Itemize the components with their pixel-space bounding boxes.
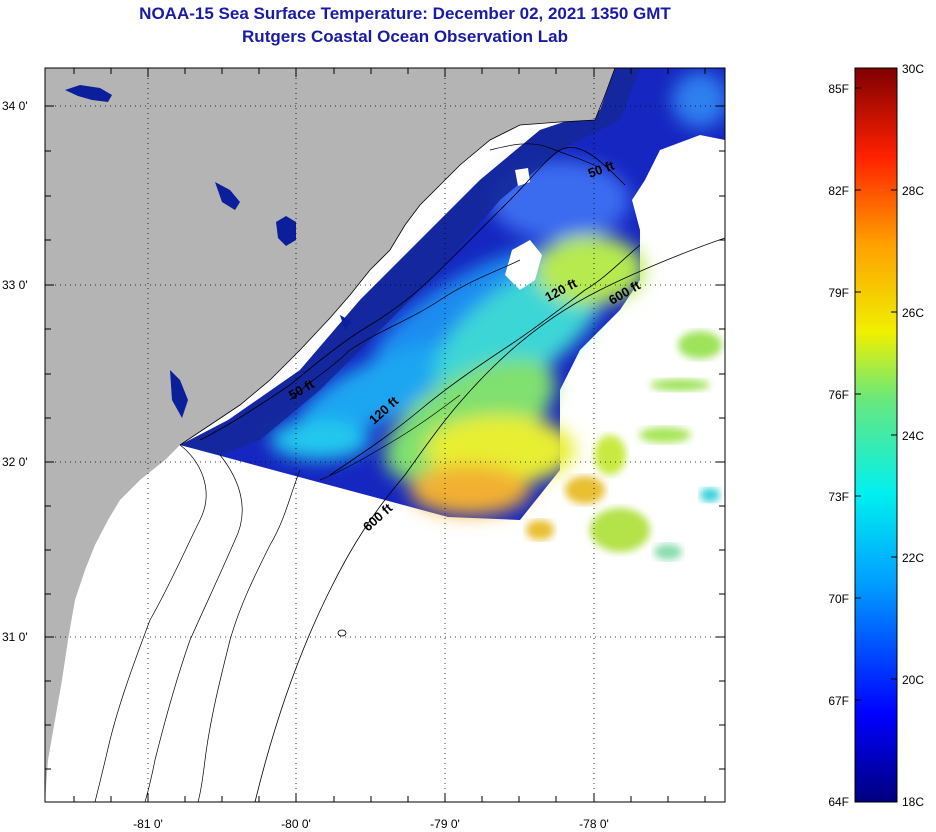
- cb-label-70f: 70F: [828, 592, 849, 606]
- coastline-outlines: [94, 143, 601, 802]
- contour-120ft: [329, 244, 641, 476]
- cb-label-26c: 26C: [902, 306, 924, 320]
- temperature-colorbar: 85F 82F 79F 76F 73F 70F 67F 64F 30C 28C …: [828, 62, 924, 809]
- depth-contours: [199, 147, 725, 802]
- cb-label-64f: 64F: [828, 795, 849, 809]
- contour-50ft: [199, 147, 626, 441]
- longitude-labels: -81 0' -80 0' -79 0' -78 0': [133, 817, 609, 831]
- land-mass: [45, 68, 615, 802]
- lat-label-34: 34 0': [2, 99, 28, 113]
- offshore-sst-patches: [526, 331, 722, 560]
- lat-label-33: 33 0': [2, 278, 28, 292]
- cb-label-28c: 28C: [902, 184, 924, 198]
- map-frame: [44, 67, 726, 803]
- cb-label-85f: 85F: [828, 82, 849, 96]
- lat-label-31: 31 0': [2, 630, 28, 644]
- lon-label-79: -79 0': [430, 817, 460, 831]
- map-area: 50 ft 120 ft 600 ft 50 ft 120 ft 600 ft: [45, 68, 725, 802]
- cb-label-24c: 24C: [902, 429, 924, 443]
- lon-label-78: -78 0': [579, 817, 609, 831]
- inland-water: [65, 85, 352, 418]
- map-subtitle: Rutgers Coastal Ocean Observation Lab: [242, 27, 568, 46]
- lon-label-81: -81 0': [133, 817, 163, 831]
- cb-label-22c: 22C: [902, 551, 924, 565]
- cb-label-18c: 18C: [902, 795, 924, 809]
- cb-label-79f: 79F: [828, 286, 849, 300]
- latitude-labels: 34 0' 33 0' 32 0' 31 0': [2, 99, 28, 644]
- map-title: NOAA-15 Sea Surface Temperature: Decembe…: [139, 4, 671, 23]
- cb-label-82f: 82F: [828, 184, 849, 198]
- lat-label-32: 32 0': [2, 455, 28, 469]
- cb-label-30c: 30C: [902, 62, 924, 76]
- cb-label-67f: 67F: [828, 694, 849, 708]
- contour-600ft: [254, 237, 725, 802]
- frame-ticks: [45, 68, 725, 802]
- cb-label-76f: 76F: [828, 388, 849, 402]
- colorbar-gradient: [854, 67, 898, 803]
- cb-label-73f: 73F: [828, 490, 849, 504]
- sst-swath: [180, 68, 725, 520]
- graticule: [45, 68, 725, 802]
- lon-label-80: -80 0': [281, 817, 311, 831]
- cb-label-20c: 20C: [902, 673, 924, 687]
